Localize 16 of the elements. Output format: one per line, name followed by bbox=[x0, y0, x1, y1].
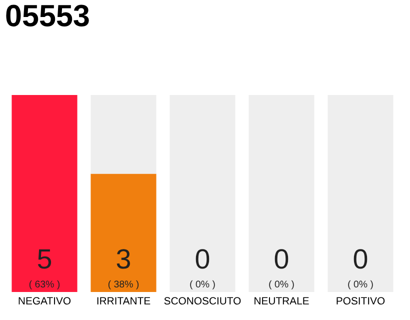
annotation: ( 0% ) bbox=[190, 280, 215, 290]
x-tick-label: POSITIVO bbox=[336, 297, 385, 305]
annotation: ( 63% ) bbox=[29, 280, 60, 290]
x-tick-label: NEGATIVO bbox=[18, 297, 71, 305]
x-tick-label: SCONOSCIUTO bbox=[164, 297, 241, 305]
chart-title: 05553 bbox=[6, 4, 89, 26]
annotation: 0 bbox=[354, 249, 368, 269]
x-tick-label: NEUTRALE bbox=[254, 297, 309, 305]
annotation: 0 bbox=[196, 249, 210, 269]
annotation: ( 0% ) bbox=[269, 280, 294, 290]
annotation: ( 38% ) bbox=[108, 280, 139, 290]
annotation: ( 0% ) bbox=[348, 280, 373, 290]
data-label: 5 bbox=[38, 249, 52, 269]
data-label: 3 bbox=[116, 249, 130, 269]
annotation: 0 bbox=[274, 249, 288, 269]
x-tick-label: IRRITANTE bbox=[97, 297, 150, 304]
